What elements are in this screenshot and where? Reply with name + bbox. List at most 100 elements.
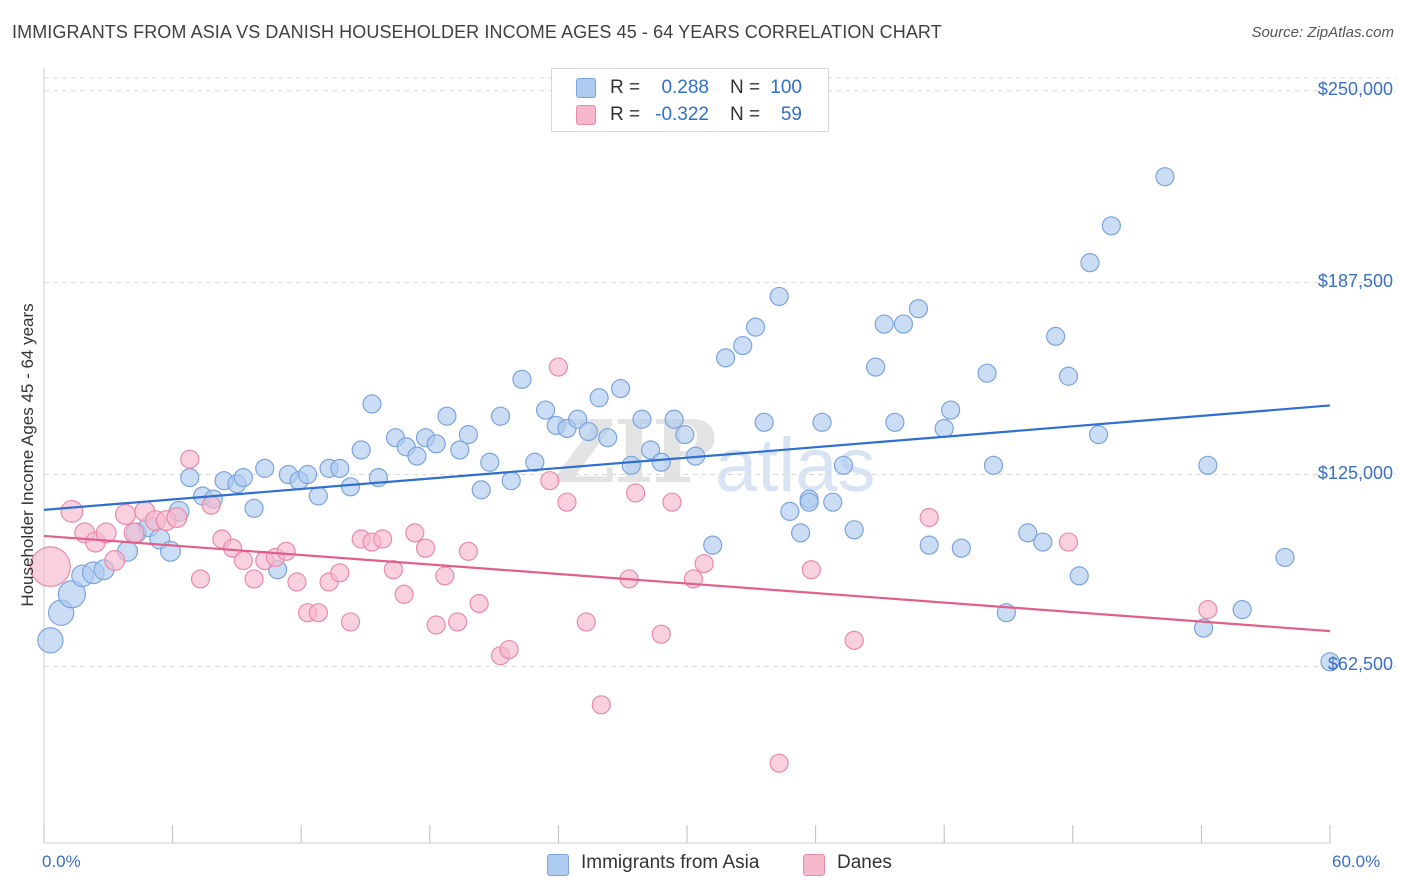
asia-point [490, 406, 511, 426]
chart-source: Source: ZipAtlas.com [1251, 24, 1394, 41]
y-tick-label: $187,500 [1317, 270, 1393, 291]
asia-point [833, 455, 854, 475]
asia-point [664, 409, 684, 429]
asia-point [651, 452, 671, 472]
asia-point [703, 535, 723, 555]
y-tick-label: $250,000 [1317, 78, 1393, 99]
danes-point [557, 492, 577, 512]
danes-point [308, 603, 328, 623]
asia-point [769, 286, 789, 307]
asia-point [844, 520, 864, 540]
asia-point [57, 580, 86, 609]
stats-row-danes: R = -0.322 N = 59 [552, 101, 828, 127]
danes-point [448, 612, 468, 632]
danes-point [201, 495, 221, 515]
y-axis-label: Householder Income Ages 45 - 64 years [18, 303, 37, 607]
asia-point [754, 412, 774, 432]
asia-point [351, 440, 371, 460]
danes-trend-line [43, 534, 1331, 633]
asia-point [823, 492, 843, 512]
asia-point [480, 452, 500, 472]
danes-point [625, 483, 646, 503]
danes-point [426, 615, 446, 635]
danes-point [166, 507, 188, 529]
asia-point [535, 400, 556, 420]
legend-swatch-danes [803, 854, 825, 876]
asia-point [1033, 532, 1053, 552]
legend-swatch-asia [547, 854, 569, 876]
danes-point [801, 560, 821, 580]
asia-point [908, 299, 929, 319]
asia-point [1088, 425, 1109, 445]
asia-point [1320, 652, 1340, 672]
asia-point [812, 412, 832, 432]
asia-point [640, 440, 661, 460]
asia-point [919, 535, 939, 555]
danes-point [373, 529, 393, 549]
asia-point [1155, 167, 1175, 187]
trend-layer [43, 404, 1331, 633]
asia-point [233, 468, 253, 488]
asia-point [790, 523, 811, 543]
asia-point [1193, 618, 1214, 638]
danes-point [190, 569, 211, 589]
asia-point [437, 406, 457, 426]
asia-point [525, 452, 545, 472]
danes-point [244, 569, 264, 589]
asia-point [407, 446, 427, 466]
r-value: 0.288 [661, 77, 709, 98]
stats-legend-box: R = 0.288 N = 100 R = -0.322 N = 59 [551, 68, 829, 132]
asia-point [340, 477, 361, 497]
danes-point [415, 538, 436, 558]
danes-point [469, 593, 489, 614]
legend-label-asia: Immigrants from Asia [581, 852, 760, 873]
danes-point [330, 563, 350, 583]
asia-point [589, 388, 609, 408]
asia-point [308, 486, 328, 506]
danes-point [383, 560, 403, 580]
danes-swatch [576, 105, 596, 125]
danes-point [95, 522, 117, 544]
danes-point [287, 572, 307, 592]
asia-point [501, 471, 521, 491]
stats-row-asia: R = 0.288 N = 100 [552, 74, 828, 100]
asia-point [598, 428, 618, 448]
asia-trend-line [43, 404, 1331, 511]
asia-point [1275, 547, 1295, 568]
asia-point [362, 394, 382, 414]
asia-point [780, 501, 800, 521]
asia-point [1198, 455, 1218, 475]
chart-title: IMMIGRANTS FROM ASIA VS DANISH HOUSEHOLD… [12, 22, 942, 42]
danes-point [60, 499, 84, 523]
asia-point [512, 369, 532, 389]
danes-point [458, 541, 478, 561]
asia-point [885, 412, 905, 432]
r-value: -0.322 [655, 104, 709, 125]
legend-label-danes: Danes [837, 852, 892, 873]
asia-point [180, 468, 200, 488]
asia-point [874, 314, 894, 334]
n-value: 100 [770, 77, 802, 98]
asia-point [330, 458, 350, 478]
danes-point [694, 553, 714, 574]
danes-point [662, 492, 682, 512]
asia-point [983, 455, 1004, 475]
danes-point [540, 471, 560, 491]
x-tick-label-min: 0.0% [42, 852, 81, 871]
danes-point [576, 612, 596, 632]
danes-point [180, 449, 200, 469]
asia-point [568, 409, 588, 429]
asia-swatch [576, 78, 596, 98]
asia-point [632, 409, 652, 429]
asia-point [1046, 326, 1066, 346]
danes-point [919, 507, 939, 528]
asia-point [1069, 566, 1089, 586]
r-label: R = [610, 77, 641, 98]
x-tick-label-max: 60.0% [1332, 852, 1381, 871]
asia-point [675, 425, 695, 445]
asia-point [866, 357, 886, 377]
asia-point [934, 418, 954, 439]
danes-point [499, 639, 519, 660]
danes-point [1058, 532, 1079, 552]
